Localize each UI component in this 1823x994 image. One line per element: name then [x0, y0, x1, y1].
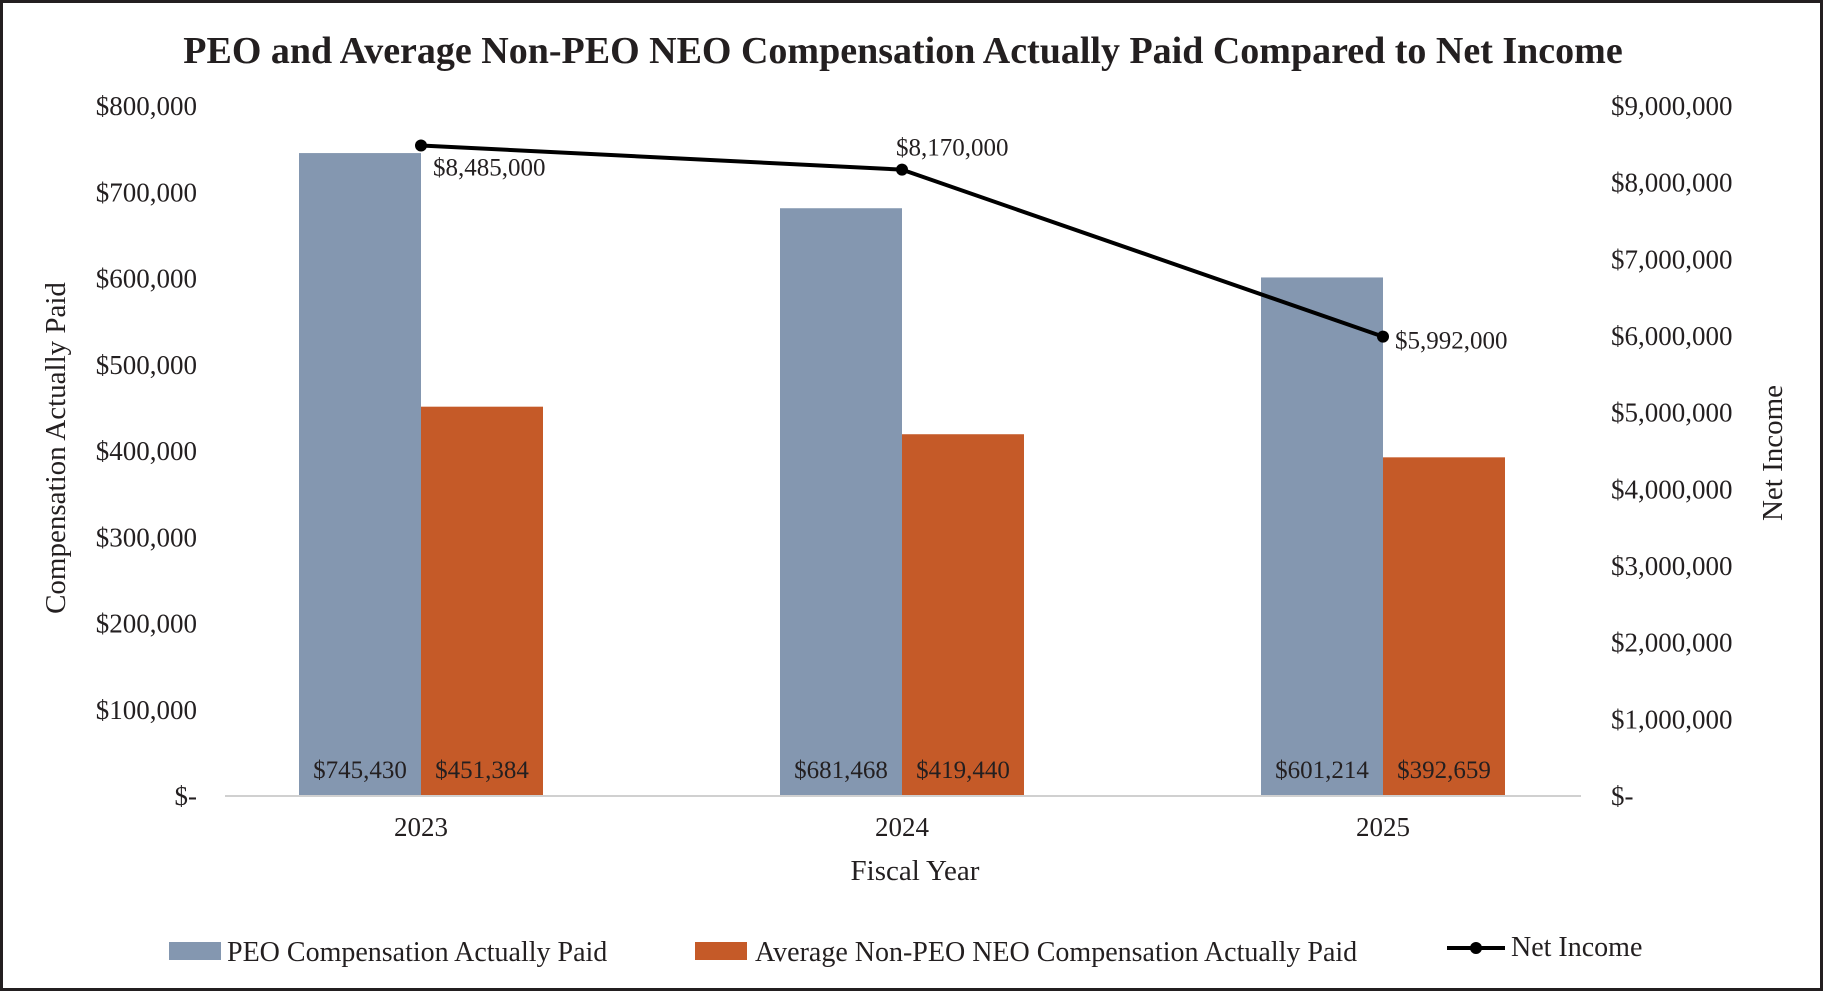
net-income-data-label: $8,485,000	[433, 154, 546, 181]
legend-swatch-peo	[169, 942, 221, 960]
bar-non-peo-neo-2024	[902, 434, 1024, 796]
y-tick-label: $500,000	[96, 350, 197, 380]
y2-tick-label: $5,000,000	[1611, 398, 1733, 428]
bar-non-peo-neo-2025	[1383, 457, 1505, 796]
bar-peo-2023	[299, 153, 421, 796]
chart-title: PEO and Average Non-PEO NEO Compensation…	[183, 30, 1622, 72]
y2-tick-label: $9,000,000	[1611, 91, 1733, 121]
y-tick-label: $200,000	[96, 609, 197, 639]
y-tick-label: $400,000	[96, 436, 197, 466]
bars: $745,430 $681,468 $601,214 $451,384 $419,440…	[299, 153, 1505, 797]
y2-tick-label: $1,000,000	[1611, 704, 1733, 734]
y-tick-label: $600,000	[96, 264, 197, 294]
bar-data-label: $601,214	[1275, 757, 1369, 784]
y-tick-label: $700,000	[96, 177, 197, 207]
legend-label-non-peo-neo: Average Non-PEO NEO Compensation Actuall…	[755, 937, 1357, 968]
bar-non-peo-neo-2023	[421, 406, 543, 796]
x-axis-label: Fiscal Year	[851, 855, 980, 887]
net-income-data-label: $5,992,000	[1395, 328, 1508, 355]
y2-tick-label: $2,000,000	[1611, 628, 1733, 658]
legend-label-peo: PEO Compensation Actually Paid	[227, 937, 607, 968]
y2-tick-label: $6,000,000	[1611, 321, 1733, 351]
bar-data-label: $419,440	[916, 757, 1010, 784]
y-tick-label: $100,000	[96, 695, 197, 725]
y-axis-label: Compensation Actually Paid	[40, 282, 72, 614]
legend-swatch-non-peo-neo	[695, 942, 747, 960]
net-income-point-2024	[896, 163, 908, 176]
combo-chart: PEO and Average Non-PEO NEO Compensation…	[40, 30, 1789, 968]
y2-tick-label: $3,000,000	[1611, 551, 1733, 581]
bar-data-label: $451,384	[435, 757, 529, 784]
y2-tick-label: $4,000,000	[1611, 474, 1733, 504]
legend: PEO Compensation Actually Paid Average No…	[169, 932, 1642, 968]
y2-tick-label: $7,000,000	[1611, 244, 1733, 274]
bar-peo-2025	[1261, 277, 1383, 797]
x-tick-label: 2023	[394, 812, 448, 842]
x-tick-label: 2024	[875, 812, 930, 842]
bar-peo-2024	[780, 208, 902, 796]
y2-tick-label: $8,000,000	[1611, 168, 1733, 198]
net-income-point-2025	[1377, 330, 1389, 343]
net-income-point-2023	[415, 139, 427, 152]
bar-data-label: $392,659	[1397, 757, 1491, 784]
y-axis-ticks: $- $100,000 $200,000 $300,000 $400,000 $500,0…	[96, 91, 197, 811]
y-tick-label: $800,000	[96, 91, 197, 121]
x-tick-label: 2025	[1356, 812, 1410, 842]
bar-data-label: $681,468	[794, 757, 888, 784]
x-axis-ticks: 2023 2024 2025	[394, 812, 1410, 842]
y-tick-label: $-	[175, 781, 198, 811]
net-income-line: $8,485,000 $8,170,000 $5,992,000	[415, 135, 1508, 355]
net-income-data-label: $8,170,000	[896, 135, 1009, 162]
legend-label-net-income: Net Income	[1511, 932, 1642, 963]
y2-tick-label: $-	[1611, 781, 1634, 811]
y2-axis-ticks: $- $1,000,000 $2,000,000 $3,000,000 $4,000,0…	[1611, 91, 1733, 811]
y-tick-label: $300,000	[96, 522, 197, 552]
legend-marker-net-income	[1470, 942, 1482, 954]
bar-data-label: $745,430	[313, 757, 407, 784]
y2-axis-label: Net Income	[1757, 385, 1789, 521]
